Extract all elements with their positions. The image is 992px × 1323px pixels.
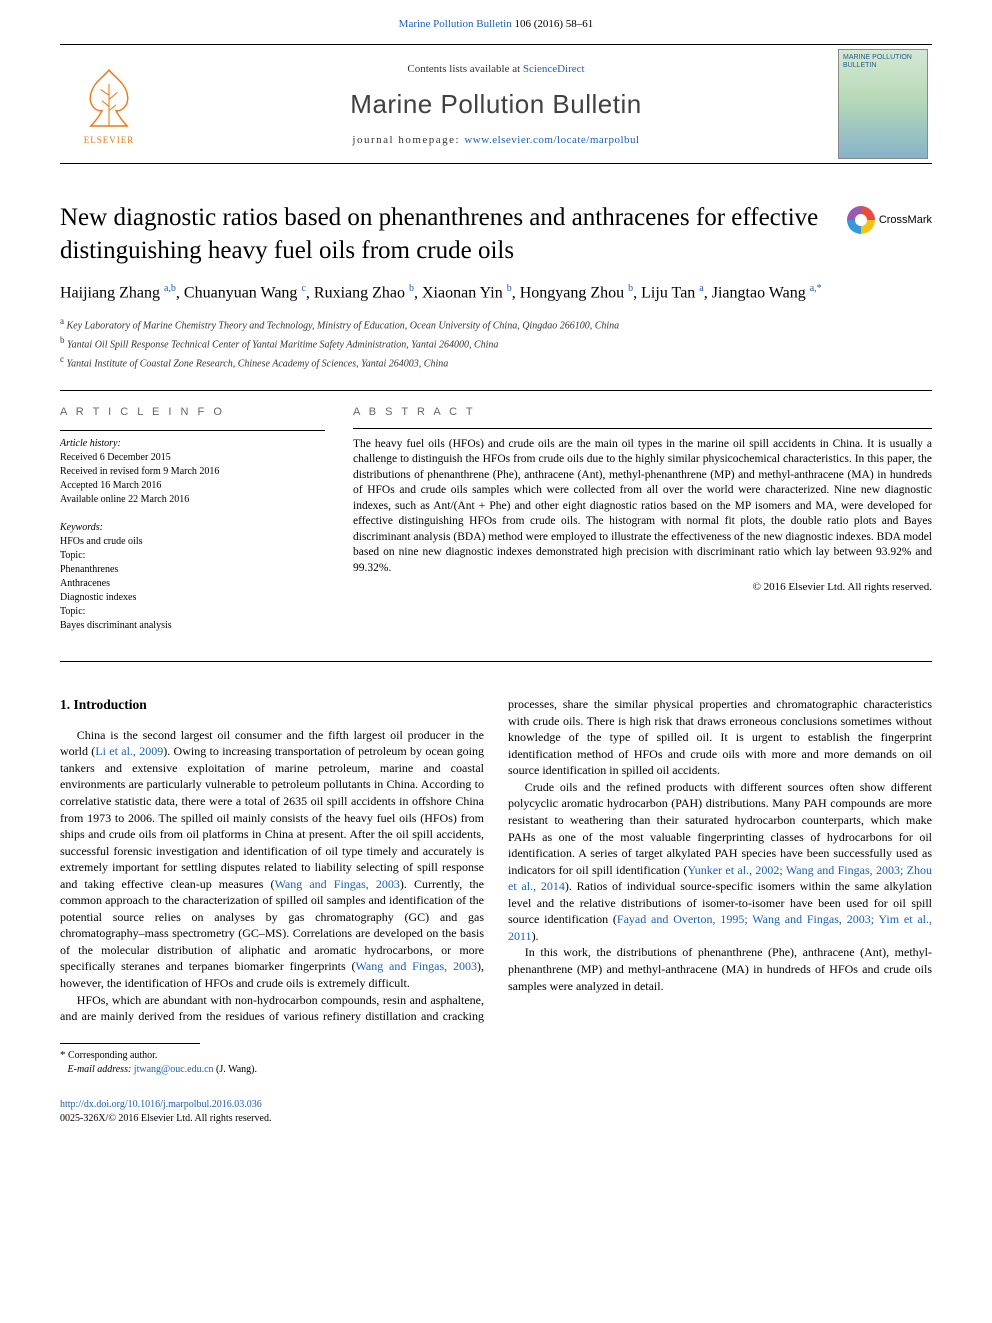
article-info: A R T I C L E I N F O Article history: R… xyxy=(60,391,325,647)
para-3: Crude oils and the refined products with… xyxy=(508,779,932,944)
email-person: (J. Wang). xyxy=(214,1064,257,1075)
affiliation-a: a Key Laboratory of Marine Chemistry The… xyxy=(60,315,932,334)
affiliation-b-text: Yantai Oil Spill Response Technical Cent… xyxy=(67,339,498,350)
contents-line: Contents lists available at ScienceDirec… xyxy=(154,63,838,75)
kw-3: Anthracenes xyxy=(60,577,325,591)
affiliation-a-text: Key Laboratory of Marine Chemistry Theor… xyxy=(67,321,620,332)
para-4: In this work, the distributions of phena… xyxy=(508,944,932,994)
corresponding-footnote: * Corresponding author. E-mail address: … xyxy=(60,1048,460,1076)
history-label: Article history: xyxy=(60,437,325,451)
header-center: Contents lists available at ScienceDirec… xyxy=(154,45,838,163)
corr-line: * Corresponding author. xyxy=(60,1048,460,1063)
citation-header: Marine Pollution Bulletin 106 (2016) 58–… xyxy=(0,0,992,36)
journal-homepage: journal homepage: www.elsevier.com/locat… xyxy=(154,134,838,146)
abstract-text: The heavy fuel oils (HFOs) and crude oil… xyxy=(353,437,932,577)
article-head: New diagnostic ratios based on phenanthr… xyxy=(60,202,932,267)
article-info-head: A R T I C L E I N F O xyxy=(60,405,325,420)
elsevier-tree-icon xyxy=(74,63,144,133)
keywords-block: Keywords: HFOs and crude oils Topic: Phe… xyxy=(60,521,325,633)
keywords-label: Keywords: xyxy=(60,521,325,535)
corr-label: Corresponding author. xyxy=(68,1050,157,1061)
journal-name: Marine Pollution Bulletin xyxy=(154,89,838,120)
doi-link[interactable]: http://dx.doi.org/10.1016/j.marpolbul.20… xyxy=(60,1099,262,1110)
cite-range: 106 (2016) 58–61 xyxy=(512,18,594,30)
section-heading: 1. Introduction xyxy=(60,696,484,715)
crossmark-badge[interactable]: CrossMark xyxy=(847,206,932,234)
history-0: Received 6 December 2015 xyxy=(60,451,325,465)
affiliations: a Key Laboratory of Marine Chemistry The… xyxy=(60,315,932,371)
email-line: E-mail address: jtwang@ouc.edu.cn (J. Wa… xyxy=(60,1063,460,1077)
ref-wang2003b[interactable]: Wang and Fingas, 2003 xyxy=(356,959,478,973)
info-rule xyxy=(60,430,325,431)
kw-5: Topic: xyxy=(60,605,325,619)
affiliation-c: c Yantai Institute of Coastal Zone Resea… xyxy=(60,353,932,372)
affiliation-b: b Yantai Oil Spill Response Technical Ce… xyxy=(60,334,932,353)
journal-header: ELSEVIER Contents lists available at Sci… xyxy=(60,44,932,164)
homepage-label: journal homepage: xyxy=(352,134,464,146)
corr-email[interactable]: jtwang@ouc.edu.cn xyxy=(134,1064,214,1075)
abstract: A B S T R A C T The heavy fuel oils (HFO… xyxy=(353,391,932,647)
article-title: New diagnostic ratios based on phenanthr… xyxy=(60,202,820,267)
citation-link[interactable]: Marine Pollution Bulletin xyxy=(399,18,512,30)
history-3: Available online 22 March 2016 xyxy=(60,493,325,507)
authors-line: Haijiang Zhang a,b, Chuanyuan Wang c, Ru… xyxy=(60,281,932,305)
body-text: 1. Introduction China is the second larg… xyxy=(60,696,932,1024)
issn-line: 0025-326X/© 2016 Elsevier Ltd. All right… xyxy=(60,1112,932,1126)
ref-wang2003a[interactable]: Wang and Fingas, 2003 xyxy=(275,877,400,891)
homepage-url[interactable]: www.elsevier.com/locate/marpolbul xyxy=(464,134,639,146)
info-abstract-row: A R T I C L E I N F O Article history: R… xyxy=(60,391,932,647)
crossmark-icon xyxy=(847,206,875,234)
history-2: Accepted 16 March 2016 xyxy=(60,479,325,493)
crossmark-label: CrossMark xyxy=(879,214,932,226)
ref-li2009[interactable]: Li et al., 2009 xyxy=(95,744,163,758)
affiliation-c-text: Yantai Institute of Coastal Zone Researc… xyxy=(67,358,449,369)
kw-1: Topic: xyxy=(60,549,325,563)
kw-2: Phenanthrenes xyxy=(60,563,325,577)
journal-short: Marine Pollution Bulletin xyxy=(399,18,512,30)
footer: http://dx.doi.org/10.1016/j.marpolbul.20… xyxy=(60,1098,932,1125)
para-1: China is the second largest oil consumer… xyxy=(60,727,484,992)
journal-cover: MARINE POLLUTION BULLETIN xyxy=(838,49,928,159)
p3c: ). xyxy=(532,929,539,943)
kw-6: Bayes discriminant analysis xyxy=(60,619,325,633)
kw-0: HFOs and crude oils xyxy=(60,535,325,549)
abstract-head: A B S T R A C T xyxy=(353,405,932,420)
article-history: Article history: Received 6 December 201… xyxy=(60,437,325,507)
abstract-copyright: © 2016 Elsevier Ltd. All rights reserved… xyxy=(353,580,932,595)
history-1: Received in revised form 9 March 2016 xyxy=(60,465,325,479)
publisher-name: ELSEVIER xyxy=(84,135,135,145)
rule-bottom xyxy=(60,661,932,662)
contents-prefix: Contents lists available at xyxy=(407,63,522,75)
journal-cover-title: MARINE POLLUTION BULLETIN xyxy=(843,54,923,69)
p1b: ). Owing to increasing transportation of… xyxy=(60,744,484,890)
footnote-rule xyxy=(60,1043,200,1044)
publisher-logo: ELSEVIER xyxy=(64,59,154,149)
email-label: E-mail address: xyxy=(68,1064,132,1075)
abstract-rule xyxy=(353,428,932,429)
kw-4: Diagnostic indexes xyxy=(60,591,325,605)
sciencedirect-link[interactable]: ScienceDirect xyxy=(523,63,585,75)
